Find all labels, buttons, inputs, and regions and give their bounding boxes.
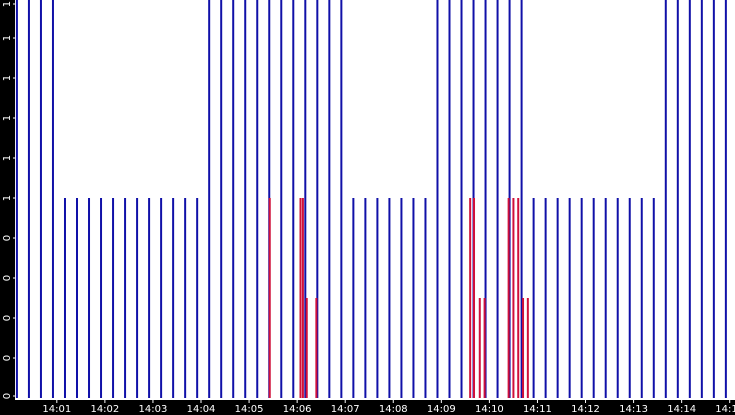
x-tick-label: 14:05 [235, 404, 264, 415]
x-tick-label: 14:12 [571, 404, 600, 415]
y-tick-label: 0 [2, 355, 13, 361]
x-tick-label: 14:08 [379, 404, 408, 415]
x-tick-label: 14:03 [139, 404, 168, 415]
y-tick-label: 1 [2, 115, 13, 121]
x-tick-label: 14:10 [475, 404, 504, 415]
x-tick-label: 14:09 [427, 404, 456, 415]
y-tick-label: 1 [2, 195, 13, 201]
y-tick-label: 0 [2, 315, 13, 321]
y-tick-label: 0 [2, 275, 13, 281]
y-tick-label: 1 [2, 35, 13, 41]
x-tick-label: 14:02 [90, 404, 119, 415]
x-tick-label: 14:01 [42, 404, 71, 415]
x-tick-label: 14:15 [715, 404, 735, 415]
y-tick-label: 1 [2, 1, 13, 7]
y-tick-label: 0 [2, 393, 13, 399]
x-tick-label: 14:07 [331, 404, 360, 415]
y-axis-strip [0, 0, 15, 415]
x-tick-label: 14:13 [619, 404, 648, 415]
y-tick-label: 1 [2, 75, 13, 81]
x-axis-strip [0, 400, 735, 415]
y-tick-label: 0 [2, 235, 13, 241]
x-tick-label: 14:06 [283, 404, 312, 415]
x-tick-label: 14:14 [667, 404, 696, 415]
x-tick-label: 14:04 [187, 404, 216, 415]
x-tick-label: 14:11 [523, 404, 552, 415]
y-tick-label: 1 [2, 155, 13, 161]
